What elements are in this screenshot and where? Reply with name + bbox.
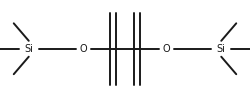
Text: Si: Si — [24, 44, 33, 54]
Text: O: O — [80, 44, 88, 54]
Text: Si: Si — [217, 44, 226, 54]
Text: O: O — [162, 44, 170, 54]
